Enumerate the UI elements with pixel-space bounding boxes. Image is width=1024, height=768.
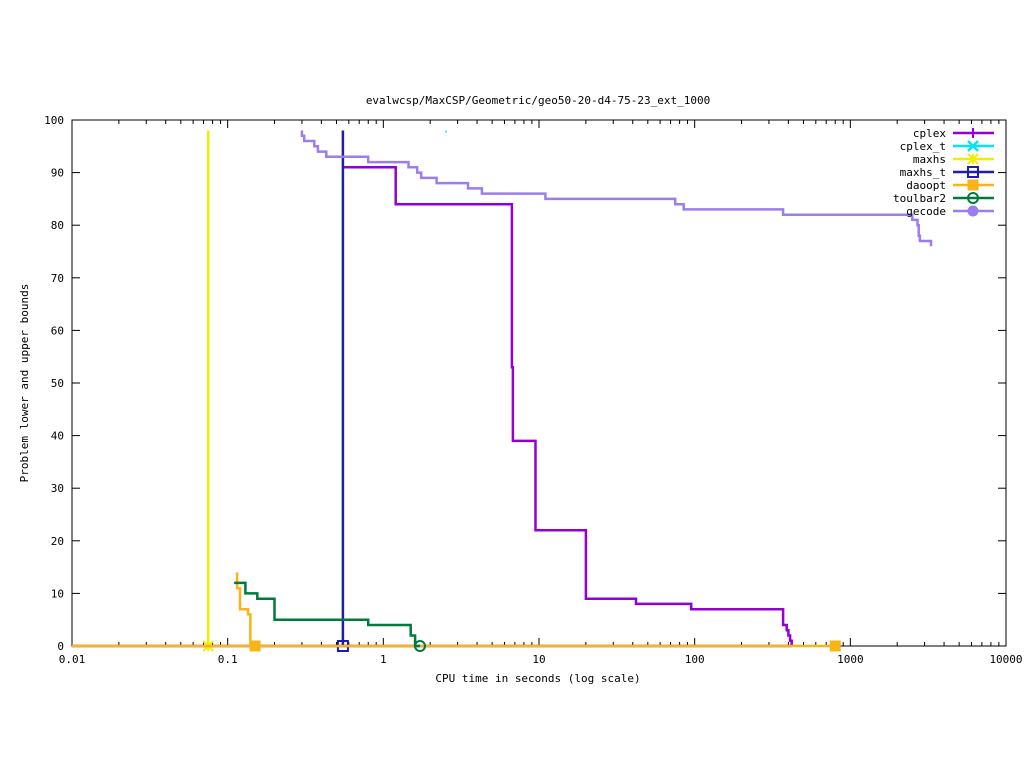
legend-label-daoopt: daoopt	[906, 179, 946, 192]
data-point-toulbar2	[413, 640, 426, 652]
y-tick-label: 40	[51, 430, 64, 443]
y-axis: 0 10 20 30 40 50 60 70 80 90 100	[44, 114, 1006, 653]
x-tick-label: 1	[380, 653, 387, 666]
x-tick-label: 100	[685, 653, 705, 666]
series-gecode	[300, 130, 933, 247]
y-tick-label: 30	[51, 482, 64, 495]
y-tick-label: 70	[51, 272, 64, 285]
series-maxhs	[202, 130, 214, 652]
legend-marker-cplex_t	[967, 140, 979, 152]
series-line-gecode	[300, 130, 933, 247]
legend-marker-gecode	[967, 205, 979, 217]
x-tick-label: 0.01	[59, 653, 86, 666]
plot-area: 0 10 20 30 40 50 60 70 80 90 100 0.01 0.1 1 10 100 1000…	[44, 114, 1022, 666]
series-toulbar2	[234, 581, 426, 652]
series-line-daoopt	[235, 572, 252, 646]
series-maxhs_t	[336, 130, 349, 652]
legend-label-maxhs_t: maxhs_t	[900, 166, 946, 179]
y-tick-label: 10	[51, 587, 64, 600]
y-tick-label: 20	[51, 535, 64, 548]
y-tick-label: 100	[44, 114, 64, 127]
y-tick-label: 60	[51, 324, 64, 337]
legend-label-gecode: gecode	[906, 205, 946, 218]
x-axis: 0.01 0.1 1 10 100 1000 10000	[59, 120, 1023, 666]
legend-label-cplex: cplex	[913, 127, 946, 140]
x-tick-label: 10000	[989, 653, 1022, 666]
chart-title: evalwcsp/MaxCSP/Geometric/geo50-20-d4-75…	[366, 94, 710, 107]
legend-label-cplex_t: cplex_t	[900, 140, 946, 153]
plot-border	[71, 119, 1007, 647]
legend-marker-maxhs_t	[967, 166, 979, 178]
x-tick-label: 10	[532, 653, 545, 666]
x-tick-label: 0.1	[218, 653, 238, 666]
x-axis-label: CPU time in seconds (log scale)	[435, 672, 640, 685]
y-tick-label: 50	[51, 377, 64, 390]
y-axis-label: Problem lower and upper bounds	[18, 284, 31, 483]
data-point-daoopt	[829, 640, 841, 652]
series-line-toulbar2	[234, 581, 420, 648]
legend-label-maxhs: maxhs	[913, 153, 946, 166]
x-tick-label: 1000	[837, 653, 864, 666]
series-cplex	[72, 166, 793, 648]
legend-marker-toulbar2	[967, 192, 979, 204]
legend-marker-maxhs	[967, 153, 979, 165]
legend-marker-daoopt	[967, 179, 979, 191]
legend: cplexcplex_tmaxhsmaxhs_tdaoopttoulbar2ge…	[893, 127, 994, 218]
series-layer	[72, 130, 933, 652]
y-tick-label: 90	[51, 167, 64, 180]
legend-marker-cplex	[968, 128, 978, 138]
y-tick-label: 80	[51, 219, 64, 232]
series-daoopt	[72, 572, 841, 652]
legend-label-toulbar2: toulbar2	[893, 192, 946, 205]
series-line-cplex	[342, 166, 793, 646]
data-point-daoopt	[249, 640, 261, 652]
y-tick-label: 0	[57, 640, 64, 653]
